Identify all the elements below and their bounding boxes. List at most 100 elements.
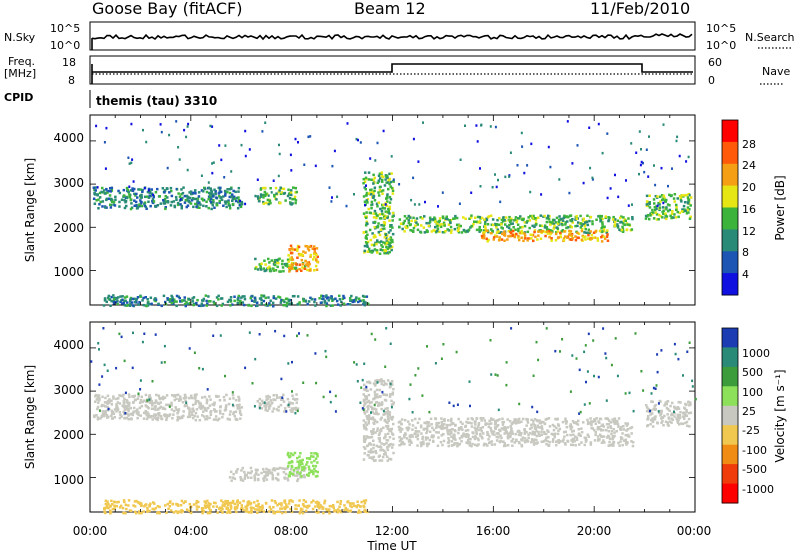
scatter-cell	[414, 417, 417, 421]
scatter-cell	[558, 427, 562, 431]
scatter-cell	[205, 409, 208, 412]
scatter-cell	[523, 221, 527, 224]
scatter-cell	[640, 148, 642, 151]
scatter-cell	[516, 223, 520, 226]
scatter-cell	[533, 427, 537, 430]
scatter-cell	[366, 245, 369, 248]
scatter-cell	[631, 203, 633, 206]
scatter-cell	[616, 223, 619, 226]
scatter-cell	[217, 294, 220, 298]
scatter-cell	[497, 239, 501, 242]
scatter-cell	[483, 442, 486, 446]
scatter-cell	[245, 507, 249, 510]
scatter-cell	[262, 479, 266, 482]
scatter-cell	[470, 425, 474, 428]
scatter-cell	[283, 467, 286, 470]
scatter-cell	[142, 303, 146, 307]
power-cb-8: 8	[742, 246, 749, 259]
scatter-cell	[654, 387, 657, 390]
scatter-cell	[378, 188, 382, 192]
scatter-cell	[510, 430, 514, 433]
scatter-cell	[289, 201, 292, 204]
scatter-cell	[117, 189, 120, 193]
scatter-cell	[673, 213, 676, 216]
scatter-cell	[606, 196, 609, 200]
scatter-cell	[516, 164, 519, 167]
scatter-cell	[386, 200, 389, 203]
scatter-cell	[377, 194, 381, 197]
scatter-cell	[571, 218, 574, 221]
scatter-cell	[228, 195, 231, 199]
scatter-cell	[576, 236, 579, 239]
scatter-cell	[471, 442, 474, 446]
scatter-cell	[329, 297, 333, 300]
scatter-cell	[237, 399, 241, 402]
scatter-cell	[510, 327, 513, 330]
scatter-cell	[559, 235, 562, 239]
scatter-cell	[371, 232, 374, 235]
scatter-cell	[683, 415, 686, 418]
scatter-cell	[477, 438, 480, 442]
scatter-cell	[405, 437, 409, 440]
scatter-cell	[656, 370, 659, 374]
scatter-cell	[284, 472, 288, 476]
scatter-cell	[187, 122, 190, 126]
scatter-cell	[518, 421, 521, 424]
scatter-cell	[373, 226, 376, 229]
scatter-cell	[179, 203, 182, 206]
scatter-cell	[389, 236, 393, 239]
scatter-cell	[421, 394, 424, 397]
scatter-cell	[176, 393, 180, 397]
scatter-cell	[104, 409, 107, 413]
scatter-cell	[250, 476, 253, 479]
scatter-cell	[460, 440, 463, 443]
scatter-cell	[282, 299, 285, 302]
scatter-cell	[294, 411, 297, 415]
scatter-cell	[279, 301, 283, 304]
scatter-cell	[687, 155, 690, 159]
scatter-cell	[570, 225, 573, 229]
scatter-cell	[604, 352, 607, 355]
scatter-cell	[648, 194, 651, 197]
scatter-cell	[380, 416, 383, 419]
scatter-cell	[652, 211, 655, 214]
scatter-cell	[363, 186, 366, 189]
scatter-cell	[375, 202, 379, 205]
scatter-cell	[202, 299, 205, 302]
scatter-cell	[365, 220, 369, 223]
scatter-cell	[645, 194, 649, 198]
scatter-cell	[372, 428, 375, 431]
scatter-cell	[207, 186, 211, 190]
scatter-cell	[502, 420, 505, 424]
scatter-cell	[437, 421, 441, 425]
scatter-cell	[518, 431, 521, 435]
scatter-cell	[431, 426, 434, 430]
scatter-cell	[605, 231, 609, 234]
scatter-cell	[142, 128, 144, 132]
scatter-cell	[301, 266, 304, 269]
scatter-cell	[486, 223, 490, 226]
scatter-cell	[330, 200, 333, 203]
scatter-cell	[672, 216, 675, 219]
scatter-cell	[497, 230, 500, 233]
scatter-cell	[392, 437, 395, 440]
scatter-cell	[272, 506, 275, 509]
scatter-cell	[486, 240, 489, 243]
scatter-cell	[569, 423, 572, 426]
scatter-cell	[489, 339, 492, 342]
scatter-cell	[684, 402, 687, 406]
scatter-cell	[295, 263, 298, 266]
scatter-cell	[558, 215, 561, 218]
scatter-cell	[327, 296, 330, 299]
power-cb-4: 4	[742, 268, 749, 281]
scatter-cell	[517, 418, 520, 422]
scatter-cell	[645, 204, 649, 207]
scatter-cell	[386, 439, 390, 442]
scatter-cell	[601, 225, 604, 229]
scatter-cell	[228, 501, 231, 505]
scatter-cell	[385, 195, 389, 198]
scatter-cell	[271, 267, 275, 270]
scatter-cell	[237, 198, 241, 202]
scatter-cell	[377, 180, 381, 183]
scatter-cell	[389, 229, 392, 232]
